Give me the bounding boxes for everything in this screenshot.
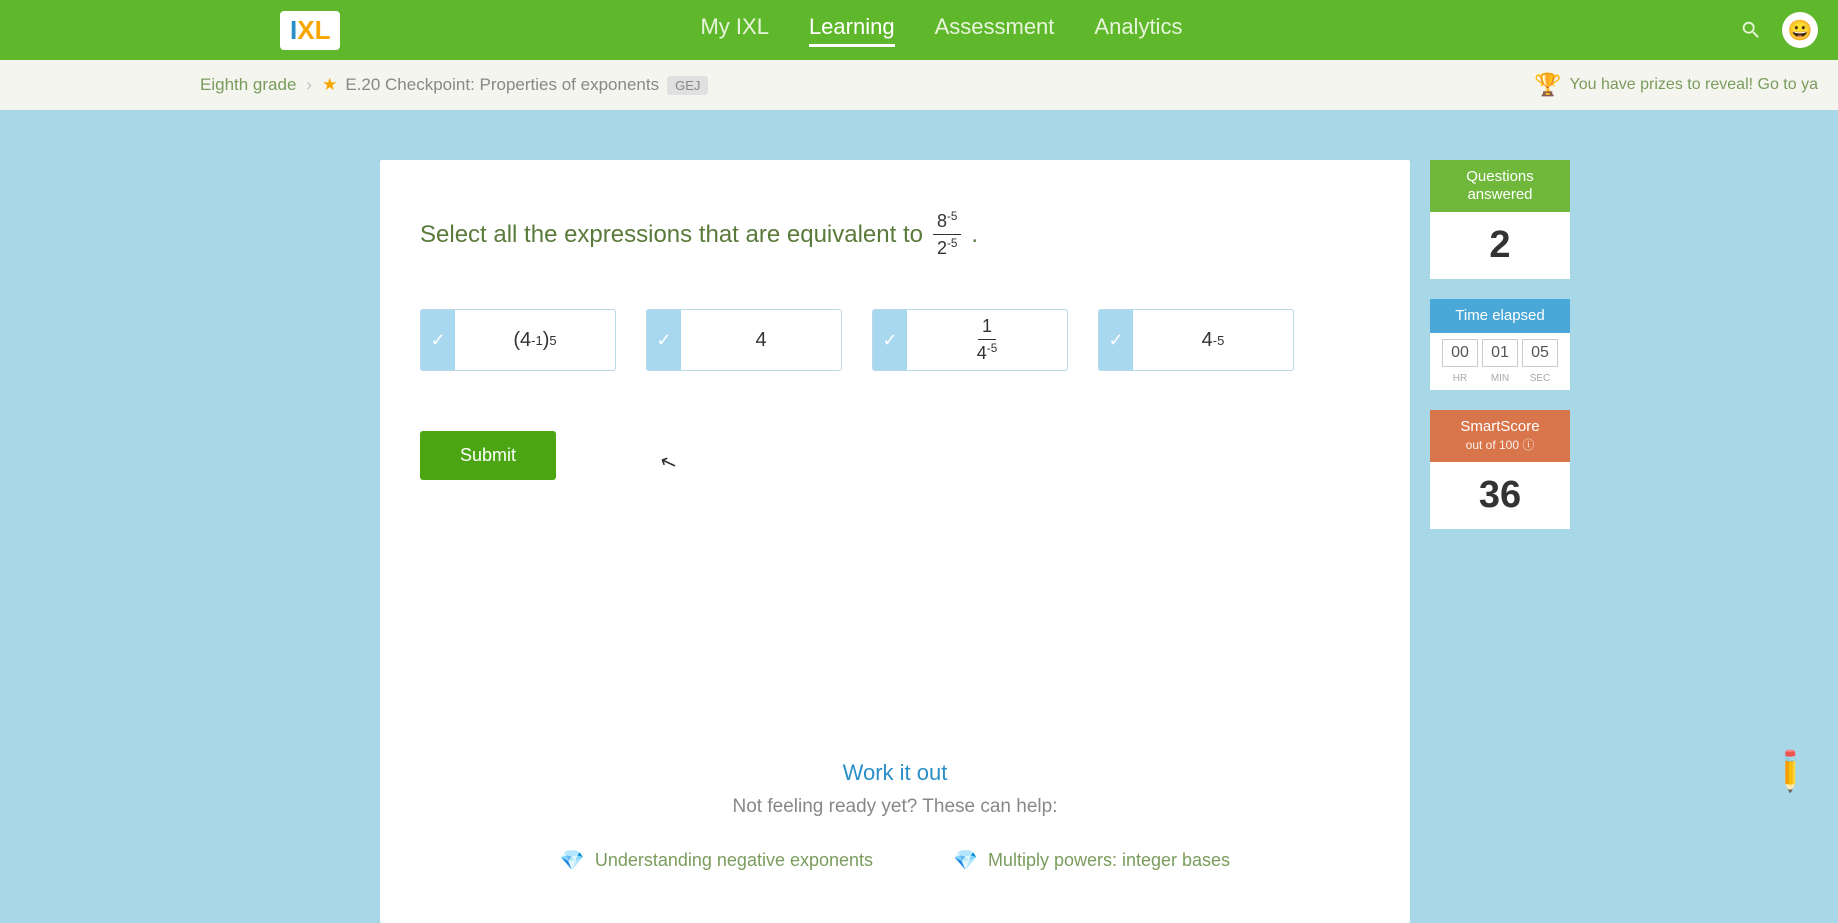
questions-answered-value: 2: [1430, 212, 1570, 279]
work-it-out-sub: Not feeling ready yet? These can help:: [420, 796, 1370, 818]
time-elapsed-box: Time elapsed 00 01 05 HR MIN SEC: [1430, 299, 1570, 390]
trophy-icon: 🏆: [1534, 72, 1561, 98]
nav-my-ixl[interactable]: My IXL: [700, 14, 768, 47]
option-1[interactable]: ✓ (4-1)5: [420, 309, 616, 371]
breadcrumb: Eighth grade › ★ E.20 Checkpoint: Proper…: [0, 60, 1838, 110]
check-icon: ✓: [647, 310, 681, 370]
search-icon[interactable]: [1740, 19, 1762, 41]
check-icon: ✓: [873, 310, 907, 370]
options-row: ✓ (4-1)5 ✓ 4 ✓ 1 4-5 ✓: [420, 309, 1370, 371]
submit-button[interactable]: Submit: [420, 431, 556, 480]
side-panel: Questions answered 2 Time elapsed 00 01 …: [1430, 160, 1570, 923]
work-it-out: Work it out Not feeling ready yet? These…: [420, 760, 1370, 873]
smartscore-box: SmartScoreout of 100 ⓘ 36: [1430, 410, 1570, 529]
time-elapsed-label: Time elapsed: [1430, 299, 1570, 333]
check-icon: ✓: [421, 310, 455, 370]
time-sec: 05: [1522, 339, 1558, 367]
time-min: 01: [1482, 339, 1518, 367]
breadcrumb-skill: E.20 Checkpoint: Properties of exponents: [345, 75, 659, 95]
smartscore-value: 36: [1430, 462, 1570, 529]
smartscore-label: SmartScoreout of 100 ⓘ: [1430, 410, 1570, 462]
questions-answered-label: Questions answered: [1430, 160, 1570, 212]
nav-learning[interactable]: Learning: [809, 14, 895, 47]
breadcrumb-grade[interactable]: Eighth grade: [200, 75, 296, 95]
logo[interactable]: IXL: [280, 11, 340, 50]
target-expression: 8-5 2-5: [933, 210, 961, 259]
breadcrumb-tag: GEJ: [667, 76, 708, 95]
questions-answered-box: Questions answered 2: [1430, 160, 1570, 279]
option-4[interactable]: ✓ 4-5: [1098, 309, 1294, 371]
question-prompt: Select all the expressions that are equi…: [420, 210, 1370, 259]
avatar[interactable]: 😀: [1782, 12, 1818, 48]
option-3[interactable]: ✓ 1 4-5: [872, 309, 1068, 371]
cursor-icon: ↖: [656, 448, 680, 477]
option-2[interactable]: ✓ 4: [646, 309, 842, 371]
question-card: Select all the expressions that are equi…: [380, 160, 1410, 923]
gem-icon: 💎: [560, 848, 585, 873]
logo-letter-xl: XL: [297, 15, 330, 45]
help-link-1[interactable]: 💎 Understanding negative exponents: [560, 848, 873, 873]
top-nav: IXL My IXL Learning Assessment Analytics…: [0, 0, 1838, 60]
gem-icon: 💎: [953, 848, 978, 873]
check-icon: ✓: [1099, 310, 1133, 370]
help-link-2[interactable]: 💎 Multiply powers: integer bases: [953, 848, 1230, 873]
work-it-out-title[interactable]: Work it out: [420, 760, 1370, 786]
star-icon: ★: [322, 75, 337, 95]
prize-message[interactable]: You have prizes to reveal! Go to ya: [1570, 76, 1818, 94]
nav-assessment[interactable]: Assessment: [935, 14, 1055, 47]
breadcrumb-sep: ›: [306, 75, 312, 95]
nav-links: My IXL Learning Assessment Analytics: [700, 14, 1182, 47]
time-hr: 00: [1442, 339, 1478, 367]
nav-analytics[interactable]: Analytics: [1094, 14, 1182, 47]
